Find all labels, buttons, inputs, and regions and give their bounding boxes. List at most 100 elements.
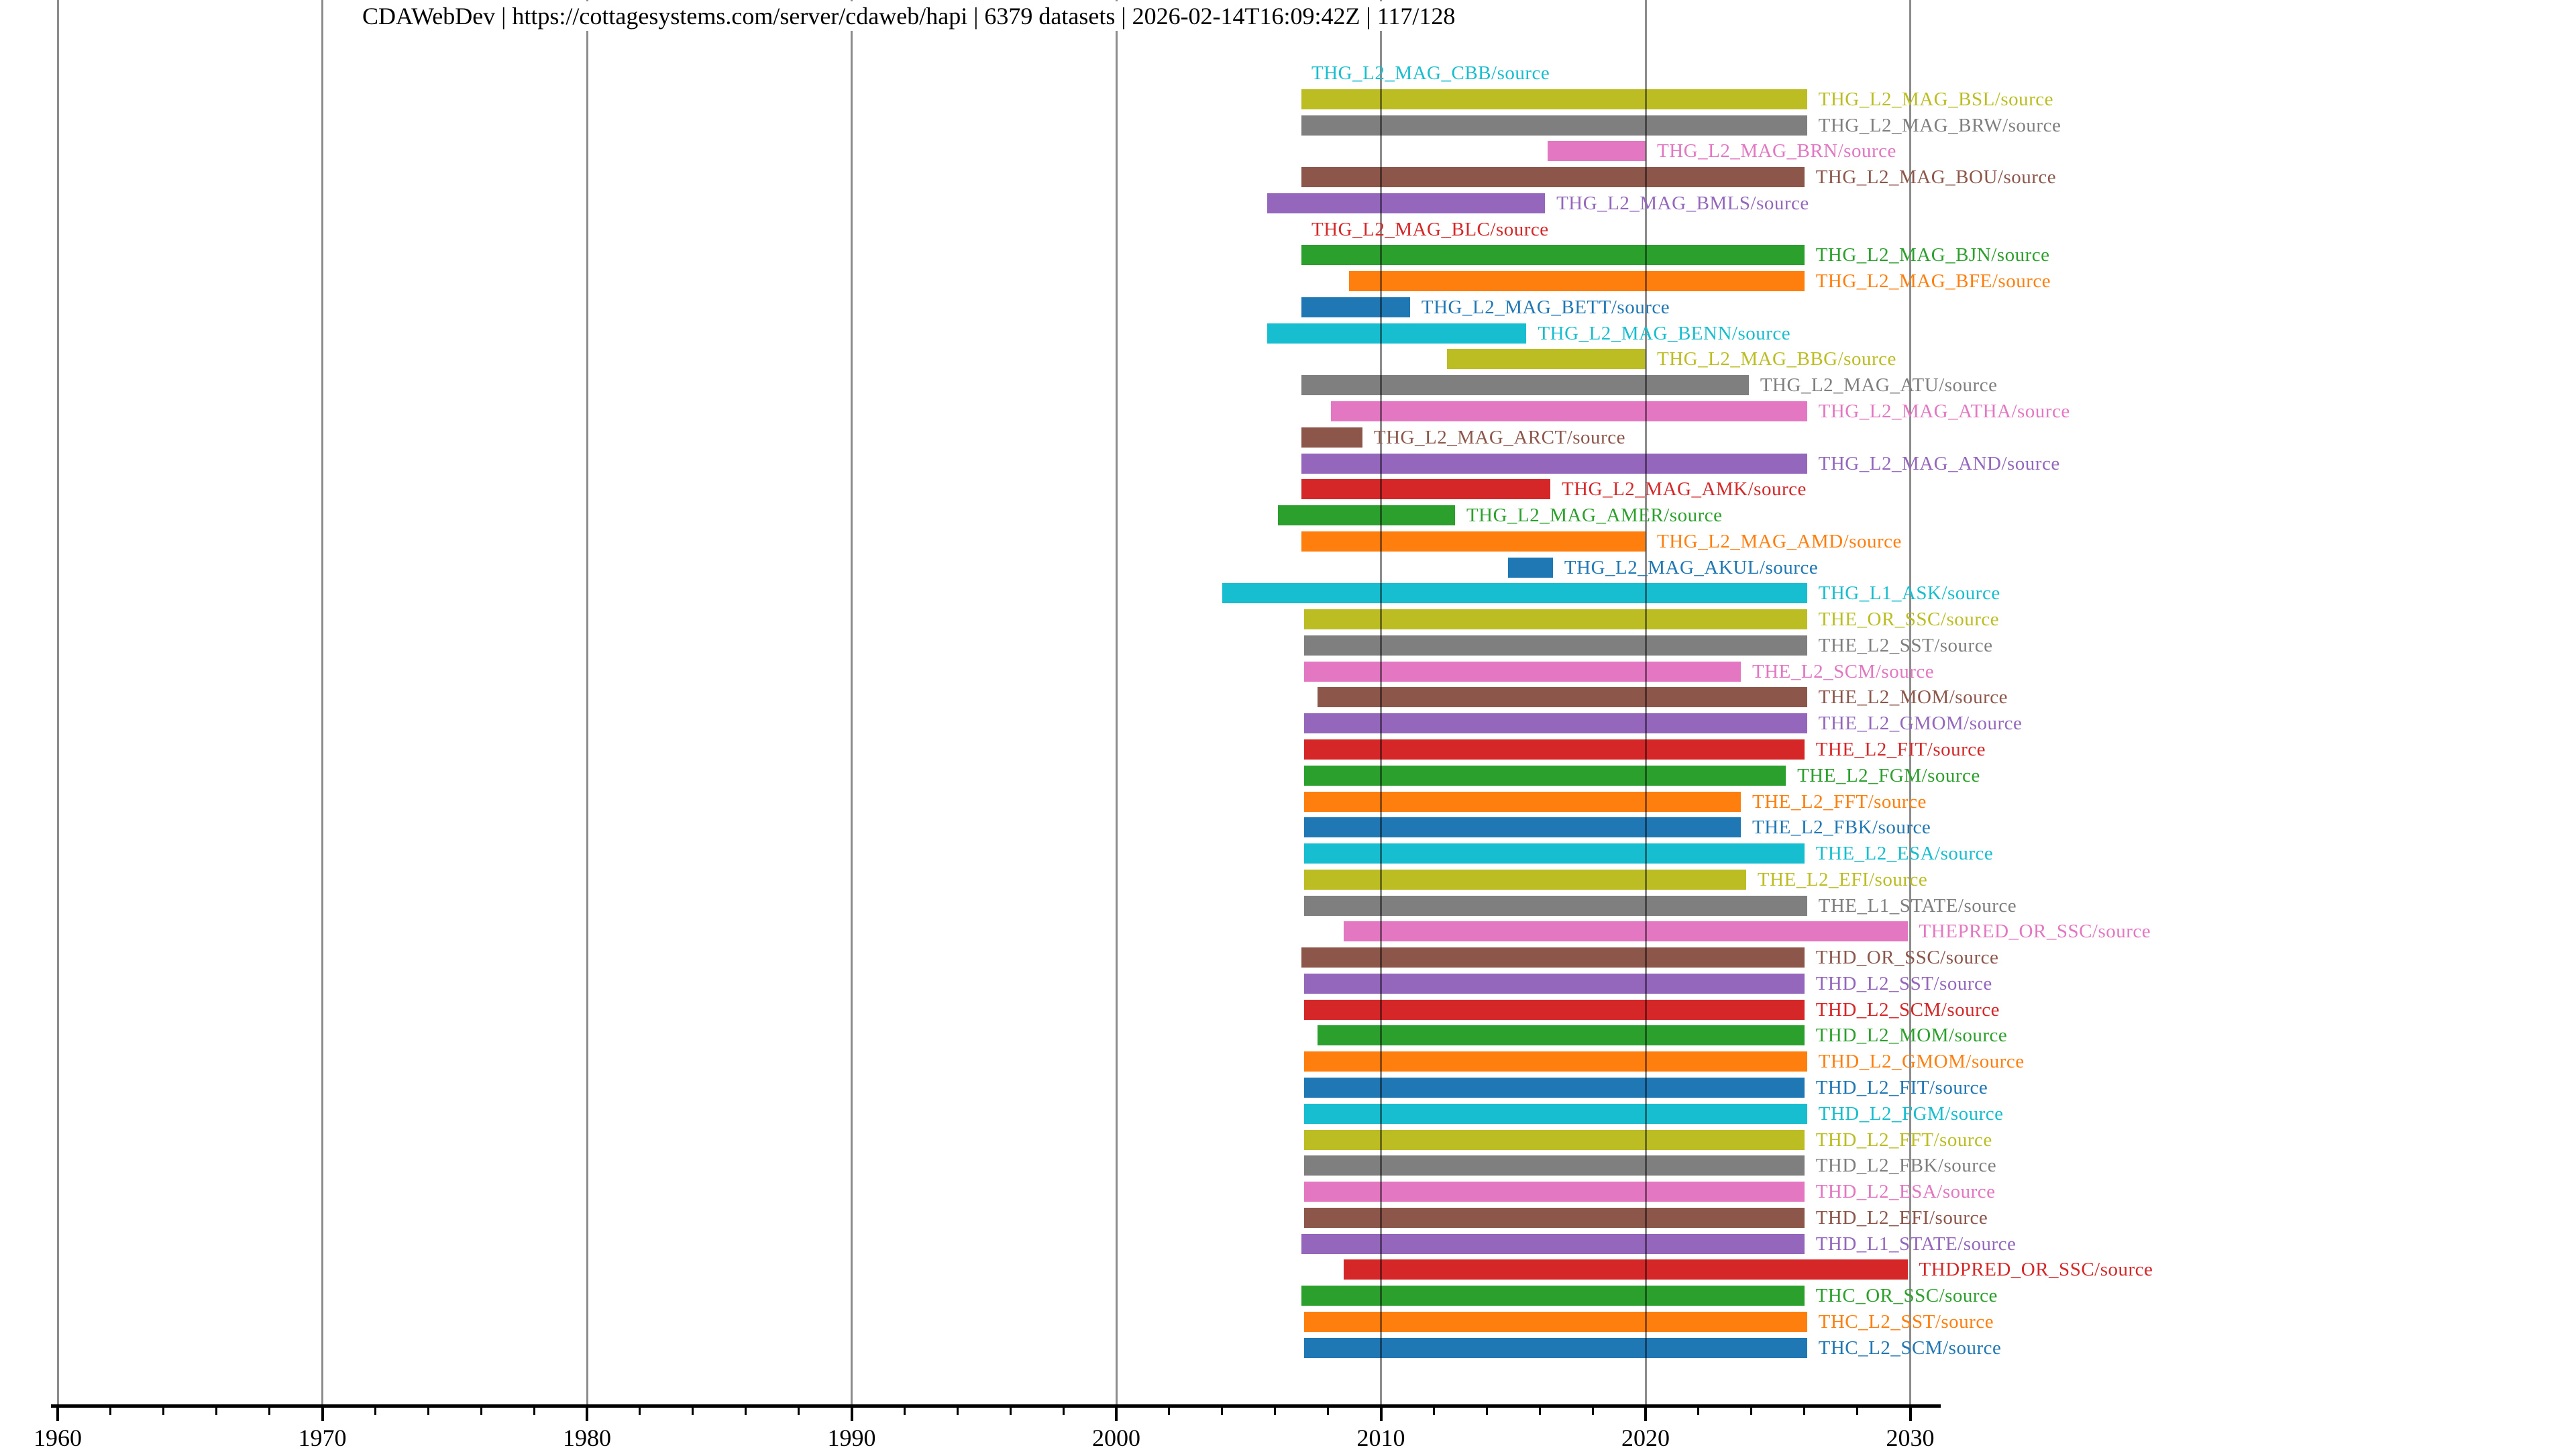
dataset-bar[interactable] bbox=[1304, 661, 1741, 682]
dataset-bar[interactable] bbox=[1447, 349, 1646, 370]
dataset-bar[interactable] bbox=[1304, 869, 1746, 890]
dataset-bar[interactable] bbox=[1301, 115, 1807, 136]
x-axis-tick-minor bbox=[1697, 1408, 1700, 1415]
x-axis-tick-minor bbox=[1432, 1408, 1435, 1415]
dataset-bar[interactable] bbox=[1304, 635, 1807, 656]
dataset-bar[interactable] bbox=[1301, 1233, 1805, 1254]
x-axis-tick-label: 1980 bbox=[563, 1424, 611, 1451]
dataset-label: THG_L2_MAG_BLC/source bbox=[1311, 218, 1549, 240]
dataset-label: THE_L2_GMOM/source bbox=[1818, 713, 2023, 735]
x-axis-tick-label: 1990 bbox=[827, 1424, 876, 1451]
dataset-label: THG_L2_MAG_ARCT/source bbox=[1373, 426, 1625, 448]
dataset-bar[interactable] bbox=[1304, 1207, 1805, 1228]
decade-gridline bbox=[1644, 0, 1647, 1404]
dataset-label: THG_L2_MAG_AMD/source bbox=[1657, 530, 1902, 552]
dataset-bar[interactable] bbox=[1507, 557, 1553, 578]
dataset-bar[interactable] bbox=[1301, 167, 1805, 188]
dataset-bar[interactable] bbox=[1304, 609, 1807, 630]
x-axis-tick-minor bbox=[1274, 1408, 1277, 1415]
x-axis-tick-minor bbox=[1485, 1408, 1488, 1415]
dataset-bar[interactable] bbox=[1304, 1311, 1807, 1332]
dataset-label: THE_L2_ESA/source bbox=[1815, 843, 1994, 865]
decade-gridline bbox=[586, 0, 588, 1404]
dataset-label: THE_L2_FGM/source bbox=[1797, 764, 1980, 786]
dataset-label: THC_OR_SSC/source bbox=[1815, 1285, 1998, 1307]
decade-gridline bbox=[1909, 0, 1911, 1404]
x-axis-tick-minor bbox=[798, 1408, 800, 1415]
dataset-bar[interactable] bbox=[1548, 141, 1646, 162]
dataset-bar[interactable] bbox=[1304, 973, 1805, 994]
dataset-label: THG_L2_MAG_AND/source bbox=[1818, 452, 2060, 474]
dataset-bar[interactable] bbox=[1304, 1182, 1805, 1202]
dataset-label: THE_L2_MOM/source bbox=[1818, 686, 2008, 709]
dataset-bar[interactable] bbox=[1301, 245, 1805, 266]
dataset-label: THE_L2_FIT/source bbox=[1815, 739, 1986, 761]
decade-gridline bbox=[1380, 0, 1382, 1404]
dataset-bar[interactable] bbox=[1304, 1051, 1807, 1072]
decade-gridline bbox=[851, 0, 853, 1404]
dataset-bar[interactable] bbox=[1301, 479, 1550, 500]
dataset-bar[interactable] bbox=[1277, 505, 1455, 526]
dataset-bar[interactable] bbox=[1304, 713, 1807, 734]
dataset-bar[interactable] bbox=[1344, 1259, 1908, 1280]
dataset-bar[interactable] bbox=[1317, 1025, 1805, 1046]
dataset-label: THD_L2_MOM/source bbox=[1815, 1025, 2008, 1047]
decade-gridline bbox=[56, 0, 59, 1404]
x-axis-tick-minor bbox=[427, 1408, 429, 1415]
dataset-bar[interactable] bbox=[1304, 1078, 1805, 1098]
dataset-bar[interactable] bbox=[1304, 765, 1786, 786]
dataset-label: THC_L2_SST/source bbox=[1818, 1310, 1994, 1333]
dataset-bar[interactable] bbox=[1304, 895, 1807, 916]
dataset-label: THG_L2_MAG_ATU/source bbox=[1760, 374, 1998, 397]
x-axis-tick-minor bbox=[1062, 1408, 1065, 1415]
x-axis-tick-major bbox=[850, 1408, 853, 1421]
x-axis-tick-major bbox=[321, 1408, 324, 1421]
dataset-bar[interactable] bbox=[1304, 1103, 1807, 1124]
dataset-bar[interactable] bbox=[1301, 89, 1807, 109]
dataset-bar[interactable] bbox=[1304, 791, 1741, 812]
dataset-bar[interactable] bbox=[1349, 271, 1805, 292]
dataset-bar[interactable] bbox=[1301, 297, 1410, 317]
dataset-bar[interactable] bbox=[1304, 1129, 1805, 1150]
dataset-bar[interactable] bbox=[1304, 1155, 1805, 1176]
dataset-label: THD_L2_SST/source bbox=[1815, 972, 1992, 994]
dataset-bar[interactable] bbox=[1301, 375, 1749, 396]
dataset-bar[interactable] bbox=[1301, 1286, 1805, 1306]
dataset-label: THD_L2_FFT/source bbox=[1815, 1129, 1992, 1151]
x-axis-tick-label: 2000 bbox=[1092, 1424, 1140, 1451]
dataset-label: THG_L2_MAG_AMK/source bbox=[1561, 478, 1807, 501]
x-axis-tick-minor bbox=[1221, 1408, 1224, 1415]
x-axis-tick-minor bbox=[1538, 1408, 1541, 1415]
x-axis-tick-minor bbox=[1009, 1408, 1012, 1415]
x-axis-tick-minor bbox=[903, 1408, 906, 1415]
dataset-label: THD_L2_EFI/source bbox=[1815, 1206, 1988, 1229]
x-axis-line bbox=[51, 1404, 1941, 1408]
dataset-bar[interactable] bbox=[1344, 921, 1908, 942]
dataset-bar[interactable] bbox=[1304, 817, 1741, 838]
dataset-bar[interactable] bbox=[1267, 323, 1527, 344]
dataset-label: THD_L2_FIT/source bbox=[1815, 1077, 1988, 1099]
dataset-label: THG_L2_MAG_BSL/source bbox=[1818, 88, 2054, 110]
dataset-bar[interactable] bbox=[1301, 427, 1362, 448]
x-axis-tick-major bbox=[1909, 1408, 1912, 1421]
dataset-bar[interactable] bbox=[1330, 401, 1807, 421]
dataset-bar[interactable] bbox=[1301, 947, 1805, 968]
dataset-bar[interactable] bbox=[1304, 999, 1805, 1020]
dataset-bar[interactable] bbox=[1222, 583, 1807, 604]
dataset-bar[interactable] bbox=[1301, 453, 1807, 474]
dataset-label: THE_L2_EFI/source bbox=[1757, 868, 1928, 890]
dataset-label: THG_L1_ASK/source bbox=[1818, 582, 2000, 605]
dataset-bar[interactable] bbox=[1317, 687, 1807, 708]
dataset-label: THG_L2_MAG_CBB/source bbox=[1311, 62, 1550, 84]
dataset-bar[interactable] bbox=[1267, 193, 1546, 213]
dataset-bar[interactable] bbox=[1301, 531, 1646, 552]
dataset-bar[interactable] bbox=[1304, 739, 1805, 760]
dataset-bar[interactable] bbox=[1304, 843, 1805, 864]
dataset-label: THD_L2_FBK/source bbox=[1815, 1155, 1997, 1177]
dataset-bar[interactable] bbox=[1304, 1337, 1807, 1358]
dataset-label: THG_L2_MAG_AKUL/source bbox=[1564, 556, 1819, 578]
dataset-label: THG_L2_MAG_BBG/source bbox=[1657, 348, 1896, 370]
x-axis-tick-minor bbox=[162, 1408, 165, 1415]
x-axis-tick-minor bbox=[480, 1408, 482, 1415]
